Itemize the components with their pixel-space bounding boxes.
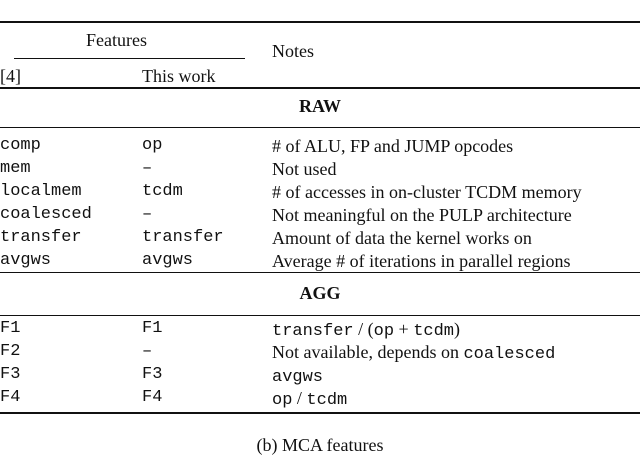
this-work-feature: op (142, 136, 163, 155)
this-work-header: This work (142, 66, 216, 86)
ref-feature: mem (0, 159, 31, 178)
feature-note: Not available, depends on coalesced (272, 342, 555, 365)
ref-feature: F1 (0, 319, 21, 338)
ref-feature: F4 (0, 388, 21, 407)
header-rule (0, 87, 640, 89)
feature-note: Not meaningful on the PULP architecture (272, 205, 572, 225)
ref-feature: localmem (0, 182, 82, 201)
note-part: transfer (272, 322, 354, 341)
this-work-feature: – (142, 205, 153, 224)
note-part: Not available, depends on (272, 342, 464, 362)
ref-header: [4] (0, 66, 21, 86)
note-part: + (394, 319, 414, 339)
ref-feature: transfer (0, 228, 82, 247)
features-cmidrule (14, 58, 245, 59)
section-rule (0, 272, 640, 273)
feature-note: Not used (272, 159, 337, 179)
ref-feature: coalesced (0, 205, 92, 224)
features-header: Features (86, 30, 147, 50)
section-title: AGG (299, 283, 341, 303)
feature-note: avgws (272, 365, 323, 388)
note-part: avgws (272, 368, 324, 387)
feature-note: Average # of iterations in parallel regi… (272, 251, 571, 271)
feature-note: op / tcdm (272, 388, 347, 411)
note-part: tcdm (413, 322, 454, 341)
this-work-feature: F4 (142, 388, 163, 407)
section-rule (0, 127, 640, 128)
ref-feature: avgws (0, 251, 52, 270)
notes-header: Notes (272, 41, 314, 61)
ref-feature: F3 (0, 365, 21, 384)
note-part: / ( (353, 319, 374, 339)
this-work-feature: F3 (142, 365, 163, 384)
note-part: ) (454, 319, 460, 339)
this-work-feature: – (142, 159, 153, 178)
note-part: coalesced (463, 345, 556, 364)
top-rule (0, 21, 640, 23)
feature-note: # of accesses in on-cluster TCDM memory (272, 182, 582, 202)
feature-note: # of ALU, FP and JUMP opcodes (272, 136, 514, 156)
note-part: / (292, 388, 307, 408)
feature-note: transfer / (op + tcdm) (272, 319, 460, 342)
this-work-feature: avgws (142, 251, 194, 270)
feature-note: Amount of data the kernel works on (272, 228, 532, 248)
caption: (b) MCA features (256, 435, 384, 455)
ref-feature: comp (0, 136, 41, 155)
note-part: op (373, 322, 395, 341)
note-part: op (272, 391, 293, 410)
section-title: RAW (298, 96, 341, 116)
this-work-feature: – (142, 342, 153, 361)
this-work-feature: tcdm (142, 182, 183, 201)
ref-feature: F2 (0, 342, 21, 361)
this-work-feature: F1 (142, 319, 163, 338)
this-work-feature: transfer (142, 228, 224, 247)
note-part: tcdm (306, 391, 348, 410)
section-rule (0, 315, 640, 316)
section-rule (0, 412, 640, 414)
